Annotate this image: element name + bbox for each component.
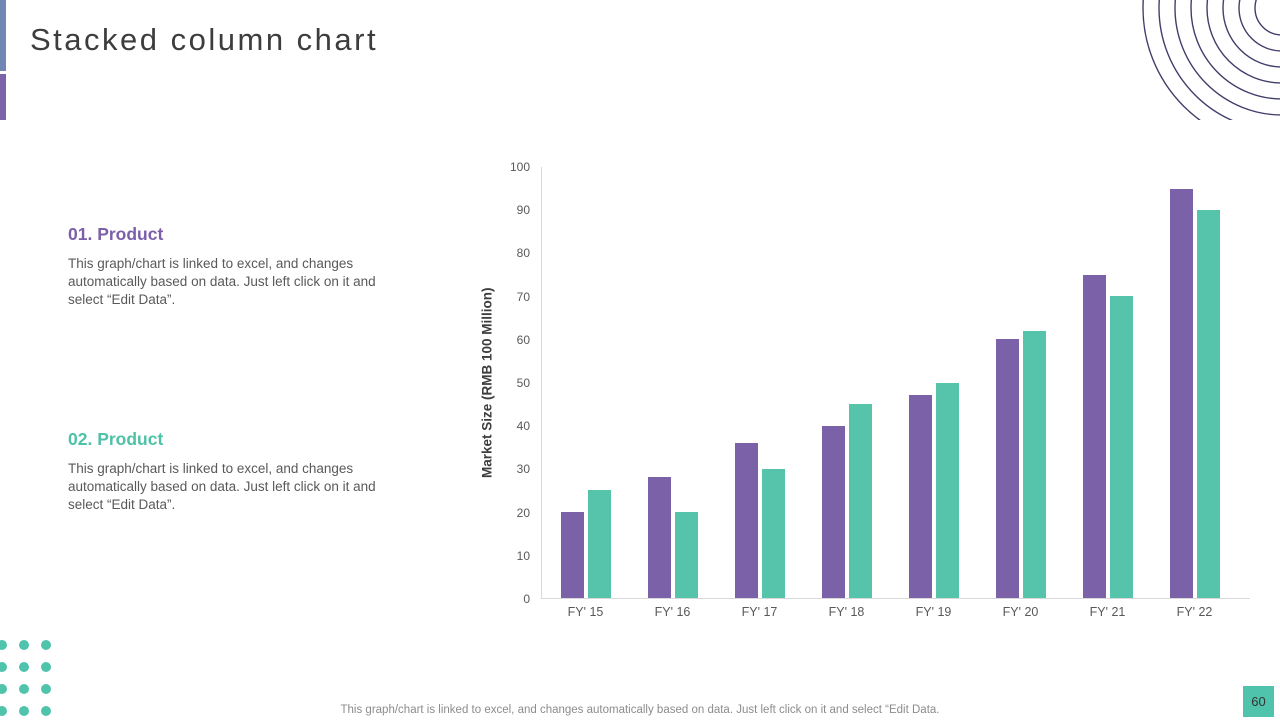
y-tick-label: 0 [523,592,530,606]
plot-area: FY' 15 FY' 16 FY' 17 FY' 18 FY' 19 FY' 20 FY' … [541,167,1250,619]
page-title: Stacked column chart [30,22,379,57]
bar-group: FY' 22 [1169,167,1220,619]
dot-icon [19,662,29,672]
y-tick-label: 40 [516,419,530,434]
bar [761,468,785,598]
bar [1082,274,1106,598]
x-tick-label: FY' 21 [1089,605,1126,619]
column-chart[interactable]: Market Size (RMB 100 Million) 0 10 20 30 40 5… [470,155,1270,635]
bar [848,404,872,598]
dot-icon [0,684,7,694]
page-number-badge: 60 [1243,686,1274,717]
y-tick-label: 60 [516,332,530,347]
bar [908,395,932,598]
bar-group: FY' 16 [647,167,698,619]
dot-icon [41,706,51,716]
dot-icon [41,640,51,650]
bar [674,511,698,598]
bar [1022,330,1046,598]
y-tick-label: 10 [516,548,530,563]
section-body: This graph/chart is linked to excel, and… [68,256,376,307]
x-tick-label: FY' 20 [1002,605,1039,619]
accent-bar-top [0,0,6,71]
dot-icon [0,640,7,650]
concentric-circles-decoration [1142,0,1280,120]
bar [647,477,671,598]
y-tick-label: 70 [516,289,530,304]
bar [587,490,611,598]
y-tick-label: 50 [516,376,530,390]
x-tick-label: FY' 15 [567,605,604,619]
dot-icon [19,684,29,694]
y-tick-label: 90 [516,203,530,218]
bar [734,442,758,598]
accent-bar-bottom [0,74,6,120]
section-heading: 02. Product [68,429,164,449]
bar [995,339,1019,598]
dot-icon [0,662,7,672]
y-tick-label: 80 [516,246,530,261]
y-tick-label: 30 [516,462,530,477]
x-tick-label: FY' 16 [654,605,691,619]
section-heading: 01. Product [68,224,164,244]
bar-group: FY' 21 [1082,167,1133,619]
section-body: This graph/chart is linked to excel, and… [68,461,376,512]
y-tick-label: 20 [516,505,530,520]
section-product-2: 02. Product This graph/chart is linked t… [68,429,390,514]
x-tick-label: FY' 17 [741,605,778,619]
bar [1169,188,1193,598]
bar [821,425,845,598]
section-product-1: 01. Product This graph/chart is linked t… [68,224,390,309]
y-tick-label: 100 [509,160,530,174]
dot-icon [41,684,51,694]
x-tick-label: FY' 19 [915,605,952,619]
y-axis-ticks: 0 10 20 30 40 50 60 70 80 90 100 [498,160,530,606]
dot-icon [19,640,29,650]
bar-group: FY' 18 [821,167,872,619]
dot-grid-decoration [0,640,51,716]
bar-group: FY' 15 [560,167,611,619]
bar-group: FY' 19 [908,167,959,619]
dot-icon [41,662,51,672]
dot-icon [19,706,29,716]
footer-note: This graph/chart is linked to excel, and… [340,704,940,716]
bar [1109,296,1133,598]
bar [560,511,584,598]
x-tick-label: FY' 18 [828,605,865,619]
bar [1196,210,1220,598]
bar [935,382,959,598]
x-tick-label: FY' 22 [1176,605,1213,619]
dot-icon [0,706,7,716]
bar-group: FY' 17 [734,167,785,619]
y-axis-title: Market Size (RMB 100 Million) [479,287,495,479]
bar-group: FY' 20 [995,167,1046,619]
